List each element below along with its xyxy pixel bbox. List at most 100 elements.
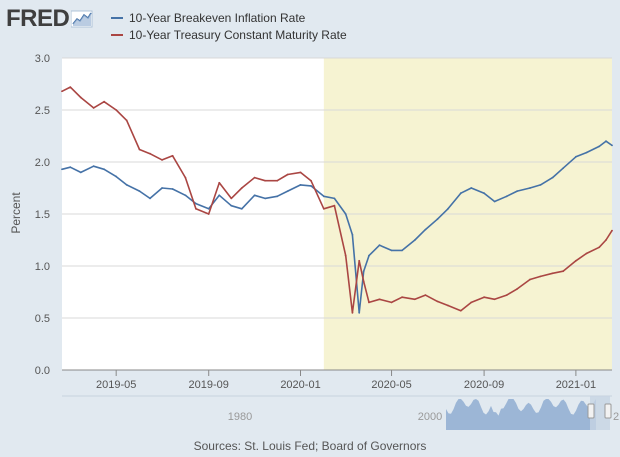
navigator-label: 2000	[418, 411, 442, 423]
navigator-handle-right[interactable]	[604, 403, 612, 419]
series-1-point	[539, 275, 542, 278]
source-note: Sources: St. Louis Fed; Board of Governo…	[193, 439, 427, 453]
line-chart: 0.0 0.5 1.0 1.5 2.0 2.5 3.0 2019-05 2019-09 2020…	[9, 53, 619, 430]
x-tick-label: 2020-01	[280, 379, 320, 391]
chart-header: FRED 10-Year Breakeven Inflation Rate 10…	[0, 0, 620, 50]
x-tick-label: 2019-09	[189, 379, 229, 391]
series-1-point	[299, 171, 302, 174]
fred-logo[interactable]: FRED	[6, 6, 93, 32]
series-1-point	[378, 298, 381, 301]
series-0-point	[368, 254, 370, 257]
series-0-point	[207, 207, 210, 210]
series-0-point	[390, 249, 393, 252]
series-1-point	[61, 90, 63, 93]
series-0-point	[493, 200, 496, 203]
series-0-point	[424, 228, 427, 231]
series-1-point	[529, 278, 531, 281]
series-0-point	[218, 194, 221, 197]
y-tick-label: 1.5	[35, 209, 50, 221]
series-0-point	[351, 233, 354, 236]
series-1-point	[240, 187, 243, 189]
series-1-point	[459, 309, 462, 312]
series-0-point	[322, 195, 325, 198]
legend-item-breakeven[interactable]: 10-Year Breakeven Inflation Rate	[111, 9, 347, 26]
series-0-point	[378, 244, 381, 247]
legend-item-treasury[interactable]: 10-Year Treasury Constant Maturity Rate	[111, 26, 347, 43]
series-1-point	[483, 296, 485, 299]
legend-label-breakeven: 10-Year Breakeven Inflation Rate	[129, 10, 306, 25]
series-0-point	[562, 167, 564, 170]
series-1-point	[598, 246, 601, 249]
series-0-point	[551, 176, 554, 179]
series-1-point	[562, 270, 564, 273]
y-tick-label: 1.0	[35, 261, 50, 273]
series-1-point	[424, 294, 427, 297]
series-0-point	[611, 144, 613, 147]
series-0-point	[401, 249, 403, 252]
series-1-point	[79, 96, 82, 99]
series-0-point	[61, 168, 63, 171]
series-0-point	[125, 183, 128, 186]
series-0-point	[483, 192, 485, 195]
series-0-point	[358, 311, 361, 314]
series-0-point	[459, 192, 462, 195]
series-1-point	[253, 176, 256, 179]
series-0-point	[344, 213, 347, 215]
series-layer	[61, 86, 613, 314]
series-1-point	[195, 207, 197, 210]
series-0-point	[299, 183, 302, 186]
series-0-point	[195, 202, 197, 205]
series-0-point	[333, 197, 336, 200]
navigator-handle-left[interactable]	[587, 403, 595, 419]
series-0-point	[253, 194, 256, 197]
series-1-point	[493, 298, 496, 301]
y-tick-label: 0.5	[35, 313, 50, 325]
series-1-point	[310, 179, 312, 182]
y-tick-label: 0.0	[35, 365, 50, 377]
series-0-point	[286, 190, 289, 193]
series-0-point	[447, 207, 449, 210]
series-1-point	[358, 259, 361, 262]
legend-swatch-treasury	[111, 33, 123, 36]
series-0-point	[598, 145, 601, 148]
x-tick-label: 2020-09	[464, 379, 504, 391]
series-1-point	[551, 272, 554, 275]
series-1-point	[161, 159, 163, 161]
series-line-0	[61, 140, 613, 314]
series-0-point	[115, 175, 118, 178]
fred-chart-icon	[71, 10, 93, 28]
series-0-point	[149, 197, 151, 200]
series-0-point	[585, 151, 588, 154]
series-0-point	[161, 187, 163, 189]
x-tick-label: 2020-05	[371, 379, 411, 391]
series-0-point	[539, 183, 542, 186]
series-0-point	[362, 270, 365, 273]
series-1-point	[447, 304, 449, 307]
series-0-point	[103, 168, 106, 171]
series-0-point	[230, 204, 233, 207]
series-1-point	[574, 259, 577, 262]
series-0-point	[310, 185, 312, 187]
series-1-point	[401, 296, 403, 299]
series-1-point	[264, 179, 267, 182]
series-0-point	[138, 190, 141, 193]
series-1-point	[344, 254, 347, 257]
series-1-point	[351, 311, 354, 314]
series-1-point	[218, 181, 221, 184]
series-0-point	[184, 194, 187, 197]
series-1-point	[611, 229, 613, 232]
series-1-point	[362, 280, 365, 283]
series-0-point	[605, 140, 607, 143]
series-0-point	[69, 166, 72, 169]
series-1-point	[516, 287, 519, 290]
legend-label-treasury: 10-Year Treasury Constant Maturity Rate	[129, 27, 347, 42]
navigator-label: 2	[613, 411, 619, 423]
range-navigator[interactable]: 1980 2000 2	[62, 395, 619, 430]
series-0-point	[79, 171, 82, 174]
series-1-point	[368, 301, 370, 304]
y-tick-label: 3.0	[35, 53, 50, 65]
y-axis-label: Percent	[9, 192, 23, 234]
series-1-point	[505, 294, 508, 297]
series-1-point	[333, 204, 336, 207]
legend-swatch-breakeven	[111, 16, 123, 19]
